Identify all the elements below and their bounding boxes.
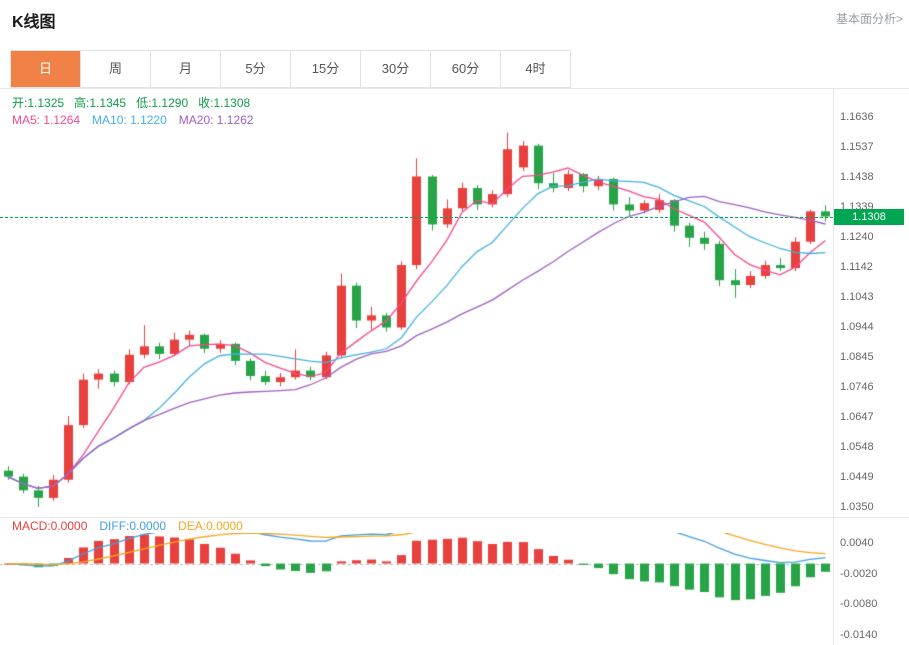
y-axis-label: 1.1043: [840, 290, 874, 303]
y-axis-label: -0.0080: [840, 598, 878, 611]
y-axis-label: 1.0548: [840, 440, 874, 453]
current-price-line: [0, 217, 833, 218]
macd-legend: MACD:0.0000 DIFF:0.0000 DEA:0.0000: [12, 519, 255, 533]
ma5-value: MA5: 1.1264: [12, 113, 81, 127]
tab-month[interactable]: 月: [151, 51, 221, 87]
y-axis-label: 1.1142: [840, 260, 873, 273]
panel-divider: [0, 517, 909, 518]
ohlc-legend: 开:1.1325 高:1.1345 低:1.1290 收:1.1308: [12, 94, 260, 111]
y-axis-label: 1.0746: [840, 380, 874, 393]
diff-value: DIFF:0.0000: [99, 519, 167, 533]
y-axis-label: -0.0140: [840, 628, 878, 641]
macd-chart-canvas[interactable]: [0, 533, 833, 645]
y-axis-label: 1.0449: [840, 470, 874, 483]
y-axis-label: -0.0020: [840, 567, 878, 580]
y-axis-label: 1.1438: [840, 171, 874, 184]
ma10-value: MA10: 1.1220: [92, 113, 167, 127]
y-axis-label: 1.0350: [840, 500, 874, 513]
tab-week[interactable]: 周: [81, 51, 151, 87]
y-axis-label: 1.1240: [840, 231, 874, 244]
interval-tabs: 日 周 月 5分 15分 30分 60分 4时: [10, 50, 571, 88]
ma20-value: MA20: 1.1262: [178, 113, 254, 127]
dea-value: DEA:0.0000: [178, 519, 243, 533]
y-axis-label: 1.1636: [840, 111, 874, 124]
open-value: 开:1.1325: [12, 96, 65, 110]
close-value: 收:1.1308: [198, 96, 251, 110]
y-axis-label: 1.1537: [840, 141, 874, 154]
y-axis-label: 1.0845: [840, 350, 874, 363]
page-title: K线图: [12, 14, 56, 31]
tab-30min[interactable]: 30分: [361, 51, 431, 87]
macd-value: MACD:0.0000: [12, 519, 88, 533]
fundamental-analysis-link[interactable]: 基本面分析>: [835, 12, 903, 26]
y-axis-label: 1.0647: [840, 410, 874, 423]
y-axis-label: 1.0944: [840, 320, 874, 333]
tab-4hour[interactable]: 4时: [501, 51, 570, 87]
ma-legend: MA5: 1.1264 MA10: 1.1220 MA20: 1.1262: [12, 113, 265, 127]
tab-5min[interactable]: 5分: [221, 51, 291, 87]
y-axis-line: [833, 88, 834, 645]
high-value: 高:1.1345: [74, 96, 127, 110]
tab-60min[interactable]: 60分: [431, 51, 501, 87]
tab-day[interactable]: 日: [11, 51, 81, 87]
low-value: 低:1.1290: [136, 96, 189, 110]
current-price-tag: 1.1308: [834, 209, 904, 225]
candlestick-chart-canvas[interactable]: [0, 88, 833, 517]
y-axis-label: 0.0040: [840, 537, 874, 550]
tab-15min[interactable]: 15分: [291, 51, 361, 87]
